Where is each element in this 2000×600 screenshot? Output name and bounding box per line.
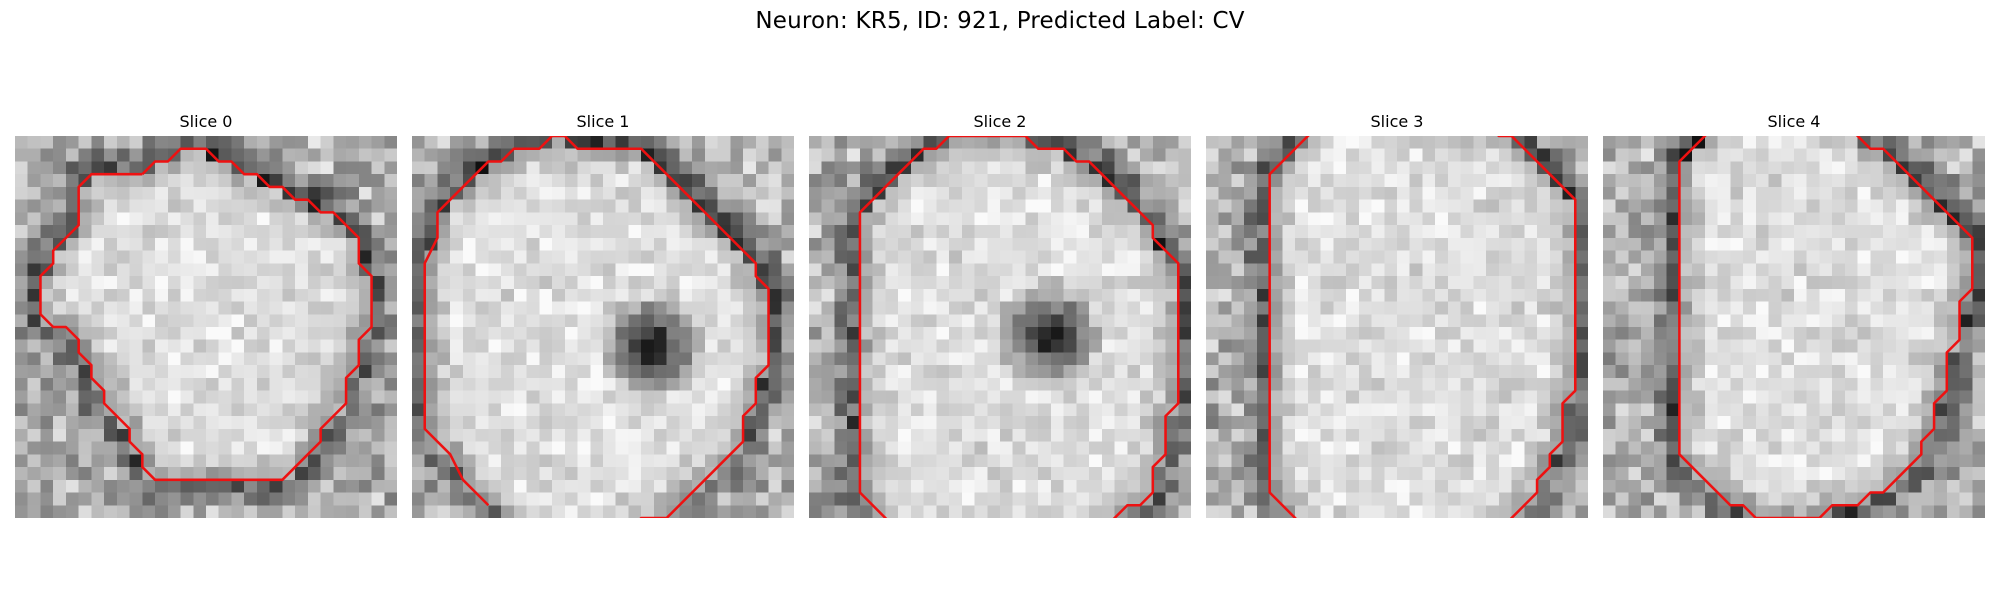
segmentation-contour xyxy=(423,136,770,518)
slice-panel-4: Slice 4 xyxy=(1603,110,1985,518)
contour-overlay xyxy=(858,136,1180,518)
contour-overlay xyxy=(423,136,770,518)
figure-title: Neuron: KR5, ID: 921, Predicted Label: C… xyxy=(755,8,1245,34)
slice-panel-1: Slice 1 xyxy=(412,110,794,518)
contour-overlay xyxy=(39,147,373,482)
segmentation-contour xyxy=(1678,136,1974,518)
slice-title: Slice 1 xyxy=(576,112,630,131)
slice-panel-2: Slice 2 xyxy=(809,110,1191,518)
slice-title: Slice 3 xyxy=(1370,112,1424,131)
contour-overlay xyxy=(1678,136,1974,518)
slice-title: Slice 4 xyxy=(1767,112,1821,131)
segmentation-contour xyxy=(858,136,1180,518)
slice-panel-3: Slice 3 xyxy=(1206,110,1588,518)
contour-overlay xyxy=(1268,136,1577,518)
slice-panel-0: Slice 0 xyxy=(15,110,397,518)
slice-title: Slice 2 xyxy=(973,112,1027,131)
segmentation-contour xyxy=(39,147,373,482)
segmentation-contour xyxy=(1268,136,1577,518)
slice-title: Slice 0 xyxy=(179,112,233,131)
